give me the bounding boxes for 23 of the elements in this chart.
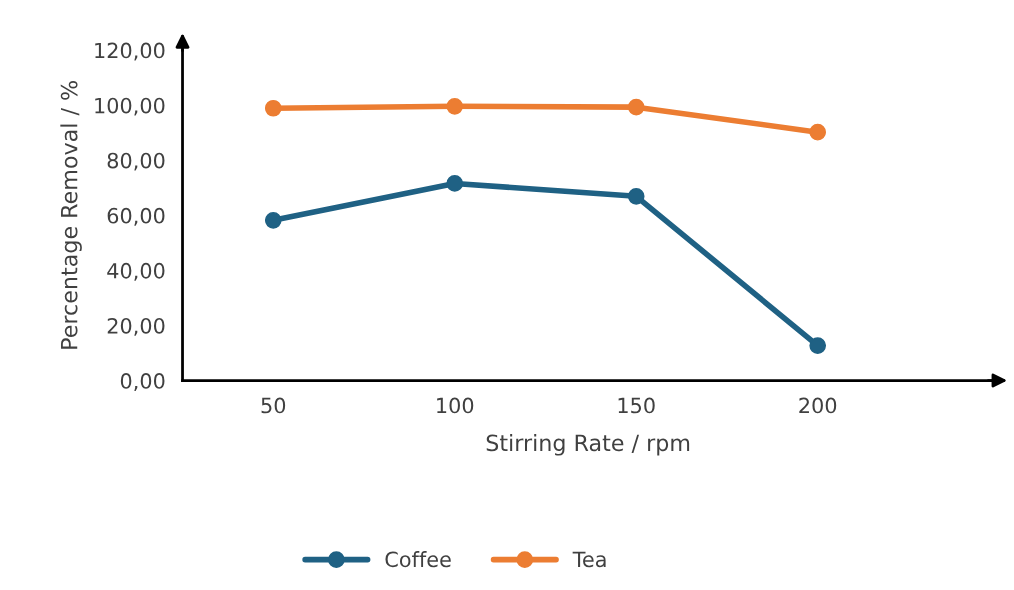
point (809, 337, 827, 354)
point (446, 97, 464, 115)
y-tick-label: 80,00 (107, 152, 165, 171)
point (627, 98, 645, 116)
point (627, 188, 645, 205)
y-tick-label: 100,00 (95, 97, 165, 116)
legend-label: Coffee (385, 551, 451, 568)
legend-label: Tea (572, 551, 606, 568)
x-tick-label: 150 (618, 397, 655, 414)
point (264, 211, 282, 229)
y-tick-label: 40,00 (107, 262, 165, 281)
point (264, 99, 282, 117)
point (446, 175, 464, 192)
x-axis-title: Stirring Rate / rpm (486, 434, 690, 456)
point (809, 123, 827, 141)
y-tick-label: 60,00 (107, 207, 165, 226)
x-tick-label: 50 (261, 397, 286, 414)
x-tick-label: 200 (799, 397, 837, 414)
y-axis-title: Percentage Removal / % (60, 81, 82, 349)
y-tick-label: 120,00 (95, 42, 165, 61)
y-tick-label: 20,00 (107, 317, 165, 336)
y-tick-label: 0,00 (120, 373, 165, 391)
x-tick-label: 100 (437, 397, 474, 414)
